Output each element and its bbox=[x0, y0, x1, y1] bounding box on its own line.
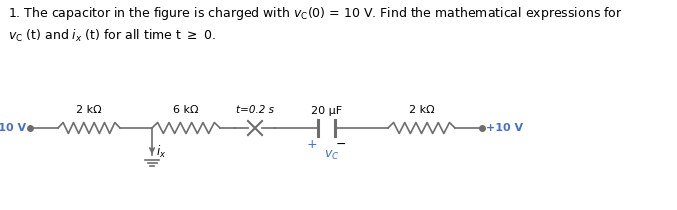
Text: +10 V: +10 V bbox=[486, 123, 523, 133]
Text: 2 kΩ: 2 kΩ bbox=[409, 105, 435, 115]
Text: +10 V: +10 V bbox=[0, 123, 26, 133]
Text: 2 kΩ: 2 kΩ bbox=[77, 105, 102, 115]
Text: $v_{\mathrm{C}}$ (t) and $i_{x}$ (t) for all time t $\geq$ 0.: $v_{\mathrm{C}}$ (t) and $i_{x}$ (t) for… bbox=[8, 28, 216, 44]
Text: 6 kΩ: 6 kΩ bbox=[173, 105, 199, 115]
Text: $v_C$: $v_C$ bbox=[324, 149, 339, 162]
Text: −: − bbox=[336, 138, 346, 151]
Text: 20 μF: 20 μF bbox=[311, 106, 342, 116]
Text: 1. The capacitor in the figure is charged with $v_{\mathrm{C}}$(0) = 10 V. Find : 1. The capacitor in the figure is charge… bbox=[8, 5, 623, 22]
Text: $i_x$: $i_x$ bbox=[156, 144, 167, 160]
Text: t=0.2 s: t=0.2 s bbox=[236, 105, 274, 115]
Text: +: + bbox=[307, 138, 318, 151]
